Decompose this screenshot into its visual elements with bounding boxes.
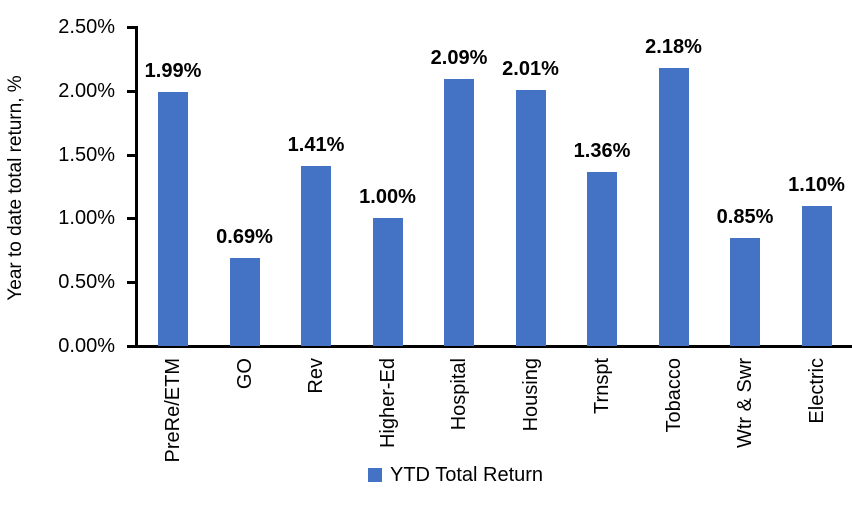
x-axis-category-label: Wtr & Swr (734, 358, 756, 448)
x-axis-category-label: Higher-Ed (376, 358, 399, 449)
bar-PreRe/ETM (158, 92, 188, 346)
y-axis-line (135, 26, 138, 348)
y-axis-tick (127, 217, 135, 221)
legend-swatch-icon (368, 468, 382, 482)
bar-Housing (515, 90, 546, 346)
x-axis-category-label: GO (233, 358, 256, 390)
x-axis-category-label: Trnspt (591, 358, 613, 414)
bar-value-label: 1.99% (144, 60, 202, 82)
y-axis-tick-label: 0.00% (58, 335, 115, 357)
bar-value-label: 0.69% (216, 226, 273, 248)
x-axis-category-label: Rev (305, 358, 327, 394)
bar-GO (229, 258, 260, 346)
bar-value-label: 1.36% (573, 140, 631, 162)
x-axis-category-label: Electric (805, 358, 828, 424)
bar-Wtr & Swr (730, 238, 760, 346)
y-axis-tick (127, 89, 135, 93)
bar-Rev (301, 166, 331, 346)
y-axis-tick (127, 281, 135, 285)
legend-label: YTD Total Return (390, 464, 544, 486)
x-axis-category-label: PreRe/ETM (162, 358, 184, 463)
bar-value-label: 1.00% (359, 186, 416, 208)
bar-value-label: 1.10% (788, 174, 845, 196)
y-axis-tick (127, 153, 135, 157)
chart-legend: YTD Total Return (368, 464, 543, 486)
bar-value-label: 2.09% (430, 47, 488, 69)
bar-value-label: 2.01% (502, 58, 559, 80)
x-axis-category-label: Tobacco (662, 358, 685, 433)
bar-Trnspt (587, 172, 617, 346)
bar-Electric (801, 206, 832, 346)
x-axis-line (127, 345, 852, 348)
bar-value-label: 1.41% (287, 134, 345, 156)
y-axis-tick-label: 1.50% (58, 143, 115, 166)
y-axis-tick (127, 345, 135, 348)
x-axis-category-label: Hospital (448, 358, 470, 431)
y-axis-tick (127, 26, 135, 29)
bar-value-label: 2.18% (645, 36, 702, 58)
bar-Hospital (444, 79, 474, 346)
y-axis-tick-label: 1.00% (58, 207, 115, 230)
bar-value-label: 0.85% (716, 206, 774, 228)
y-axis-tick-label: 0.50% (58, 271, 115, 294)
y-axis-tick-label: 2.00% (58, 79, 115, 102)
y-axis-tick-label: 2.50% (58, 16, 115, 38)
x-axis-category-label: Housing (519, 358, 542, 432)
bar-Higher-Ed (372, 218, 403, 346)
bar-Tobacco (658, 68, 689, 346)
